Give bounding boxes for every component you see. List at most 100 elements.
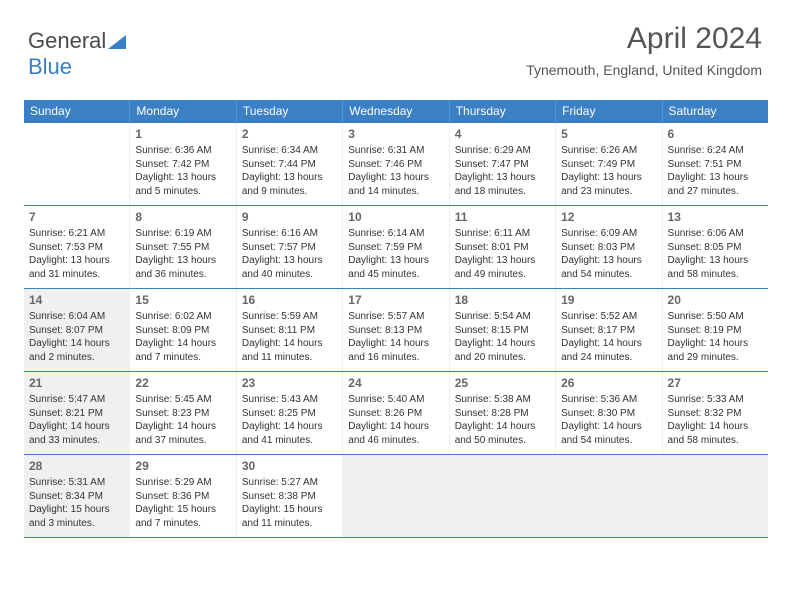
calendar-cell: 11Sunrise: 6:11 AMSunset: 8:01 PMDayligh… (450, 206, 556, 288)
calendar-cell: 22Sunrise: 5:45 AMSunset: 8:23 PMDayligh… (130, 372, 236, 454)
dow-header: Wednesday (343, 100, 449, 122)
sunrise-line: Sunrise: 5:59 AM (242, 310, 337, 324)
sunrise-line: Sunrise: 6:11 AM (455, 227, 550, 241)
sunrise-line: Sunrise: 5:50 AM (668, 310, 763, 324)
day-number: 23 (242, 375, 337, 391)
sunrise-line: Sunrise: 6:14 AM (348, 227, 443, 241)
daylight-line: Daylight: 14 hours and 11 minutes. (242, 337, 337, 364)
calendar-cell: 14Sunrise: 6:04 AMSunset: 8:07 PMDayligh… (24, 289, 130, 371)
calendar-cell: 27Sunrise: 5:33 AMSunset: 8:32 PMDayligh… (663, 372, 768, 454)
calendar-cell: 19Sunrise: 5:52 AMSunset: 8:17 PMDayligh… (556, 289, 662, 371)
day-number: 18 (455, 292, 550, 308)
calendar: SundayMondayTuesdayWednesdayThursdayFrid… (24, 100, 768, 538)
day-number: 24 (348, 375, 443, 391)
day-number: 20 (668, 292, 763, 308)
sunrise-line: Sunrise: 5:31 AM (29, 476, 124, 490)
daylight-line: Daylight: 13 hours and 27 minutes. (668, 171, 763, 198)
day-number: 12 (561, 209, 656, 225)
day-number: 29 (135, 458, 230, 474)
sunrise-line: Sunrise: 6:24 AM (668, 144, 763, 158)
daylight-line: Daylight: 13 hours and 23 minutes. (561, 171, 656, 198)
calendar-week: 28Sunrise: 5:31 AMSunset: 8:34 PMDayligh… (24, 455, 768, 538)
calendar-cell: 8Sunrise: 6:19 AMSunset: 7:55 PMDaylight… (130, 206, 236, 288)
daylight-line: Daylight: 14 hours and 29 minutes. (668, 337, 763, 364)
sunset-line: Sunset: 7:44 PM (242, 158, 337, 172)
day-number: 8 (135, 209, 230, 225)
calendar-cell: 3Sunrise: 6:31 AMSunset: 7:46 PMDaylight… (343, 123, 449, 205)
sunset-line: Sunset: 7:47 PM (455, 158, 550, 172)
sunrise-line: Sunrise: 5:27 AM (242, 476, 337, 490)
sunset-line: Sunset: 8:17 PM (561, 324, 656, 338)
sunset-line: Sunset: 7:42 PM (135, 158, 230, 172)
calendar-cell: 4Sunrise: 6:29 AMSunset: 7:47 PMDaylight… (450, 123, 556, 205)
day-number: 22 (135, 375, 230, 391)
day-number: 7 (29, 209, 124, 225)
daylight-line: Daylight: 14 hours and 7 minutes. (135, 337, 230, 364)
calendar-cell: 28Sunrise: 5:31 AMSunset: 8:34 PMDayligh… (24, 455, 130, 537)
sunrise-line: Sunrise: 5:54 AM (455, 310, 550, 324)
daylight-line: Daylight: 13 hours and 31 minutes. (29, 254, 124, 281)
dow-header: Tuesday (237, 100, 343, 122)
sunrise-line: Sunrise: 6:19 AM (135, 227, 230, 241)
sunrise-line: Sunrise: 6:04 AM (29, 310, 124, 324)
page-header: April 2024 Tynemouth, England, United Ki… (526, 22, 762, 78)
daylight-line: Daylight: 14 hours and 46 minutes. (348, 420, 443, 447)
sunset-line: Sunset: 8:19 PM (668, 324, 763, 338)
day-number: 27 (668, 375, 763, 391)
sunset-line: Sunset: 8:03 PM (561, 241, 656, 255)
sunset-line: Sunset: 7:59 PM (348, 241, 443, 255)
sunrise-line: Sunrise: 5:33 AM (668, 393, 763, 407)
sunset-line: Sunset: 8:36 PM (135, 490, 230, 504)
sunset-line: Sunset: 8:09 PM (135, 324, 230, 338)
daylight-line: Daylight: 13 hours and 58 minutes. (668, 254, 763, 281)
dow-row: SundayMondayTuesdayWednesdayThursdayFrid… (24, 100, 768, 122)
daylight-line: Daylight: 14 hours and 50 minutes. (455, 420, 550, 447)
sunrise-line: Sunrise: 6:36 AM (135, 144, 230, 158)
day-number: 17 (348, 292, 443, 308)
calendar-cell: 9Sunrise: 6:16 AMSunset: 7:57 PMDaylight… (237, 206, 343, 288)
day-number: 1 (135, 126, 230, 142)
daylight-line: Daylight: 15 hours and 3 minutes. (29, 503, 124, 530)
day-number: 14 (29, 292, 124, 308)
sunrise-line: Sunrise: 6:29 AM (455, 144, 550, 158)
sunset-line: Sunset: 8:28 PM (455, 407, 550, 421)
sunset-line: Sunset: 8:15 PM (455, 324, 550, 338)
dow-header: Saturday (663, 100, 768, 122)
logo-text-1: General (28, 28, 106, 53)
dow-header: Monday (130, 100, 236, 122)
sunset-line: Sunset: 8:25 PM (242, 407, 337, 421)
calendar-week: 7Sunrise: 6:21 AMSunset: 7:53 PMDaylight… (24, 206, 768, 289)
calendar-cell-empty (663, 455, 768, 537)
day-number: 2 (242, 126, 337, 142)
daylight-line: Daylight: 13 hours and 54 minutes. (561, 254, 656, 281)
calendar-cell-empty (556, 455, 662, 537)
sunset-line: Sunset: 7:49 PM (561, 158, 656, 172)
day-number: 3 (348, 126, 443, 142)
page-location: Tynemouth, England, United Kingdom (526, 62, 762, 78)
daylight-line: Daylight: 15 hours and 7 minutes. (135, 503, 230, 530)
calendar-cell: 16Sunrise: 5:59 AMSunset: 8:11 PMDayligh… (237, 289, 343, 371)
day-number: 28 (29, 458, 124, 474)
sunrise-line: Sunrise: 5:57 AM (348, 310, 443, 324)
calendar-cell: 10Sunrise: 6:14 AMSunset: 7:59 PMDayligh… (343, 206, 449, 288)
logo-text-2: Blue (28, 54, 72, 79)
dow-header: Friday (556, 100, 662, 122)
daylight-line: Daylight: 13 hours and 5 minutes. (135, 171, 230, 198)
sunset-line: Sunset: 8:05 PM (668, 241, 763, 255)
daylight-line: Daylight: 14 hours and 33 minutes. (29, 420, 124, 447)
calendar-cell: 20 Sunrise: 5:50 AMSunset: 8:19 PMDayligh… (663, 289, 768, 371)
sunrise-line: Sunrise: 6:26 AM (561, 144, 656, 158)
calendar-cell: 13Sunrise: 6:06 AMSunset: 8:05 PMDayligh… (663, 206, 768, 288)
logo-triangle-icon (108, 35, 126, 49)
calendar-cell-empty (450, 455, 556, 537)
daylight-line: Daylight: 13 hours and 49 minutes. (455, 254, 550, 281)
sunset-line: Sunset: 8:07 PM (29, 324, 124, 338)
day-number: 6 (668, 126, 763, 142)
sunrise-line: Sunrise: 5:47 AM (29, 393, 124, 407)
sunrise-line: Sunrise: 6:34 AM (242, 144, 337, 158)
calendar-cell: 29Sunrise: 5:29 AMSunset: 8:36 PMDayligh… (130, 455, 236, 537)
calendar-cell: 21Sunrise: 5:47 AMSunset: 8:21 PMDayligh… (24, 372, 130, 454)
daylight-line: Daylight: 13 hours and 40 minutes. (242, 254, 337, 281)
sunset-line: Sunset: 8:11 PM (242, 324, 337, 338)
calendar-cell: 5Sunrise: 6:26 AMSunset: 7:49 PMDaylight… (556, 123, 662, 205)
